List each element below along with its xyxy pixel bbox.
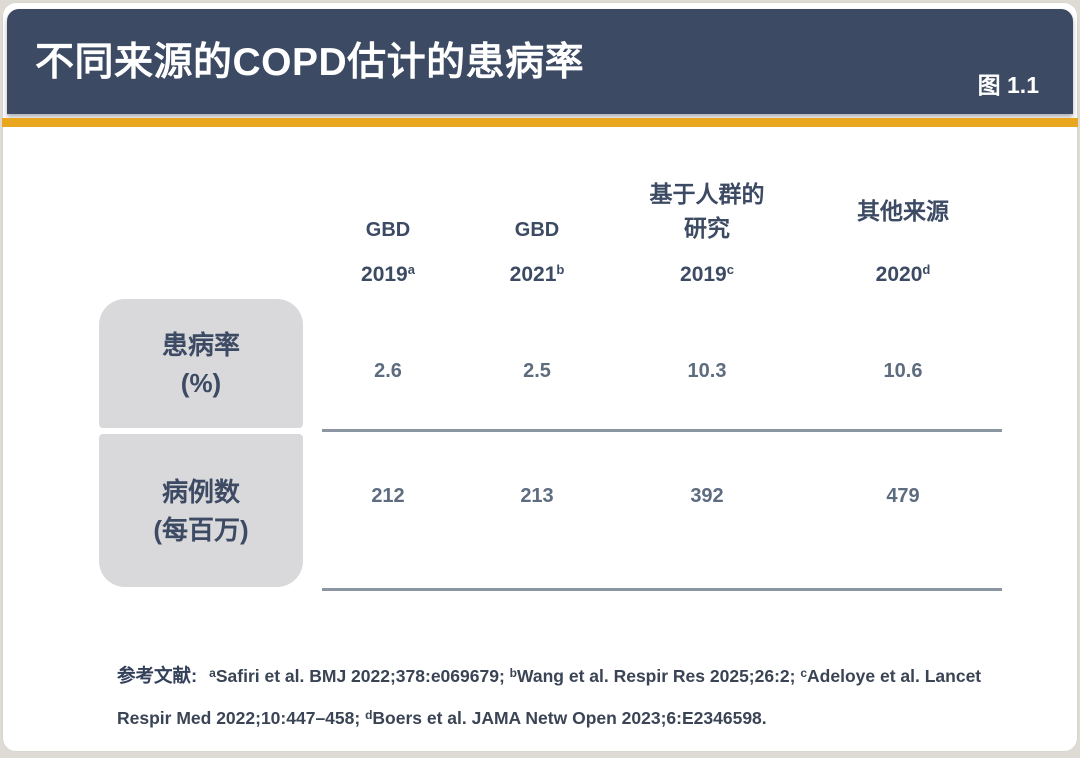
references-text: aSafiri et al. BMJ 2022;378:e069679; bWa… (117, 666, 981, 728)
column-header-label-line: GBD (514, 219, 560, 241)
column-header-footnote-marker: d (922, 262, 931, 277)
column-header-year-value: 2019 (680, 263, 727, 286)
column-header-label: GBD (515, 216, 559, 244)
column-header-footnote-marker: a (407, 262, 415, 277)
table-cell: 10.6 (883, 360, 923, 382)
column-header-year-value: 2020 (875, 263, 923, 286)
reference-citation: Adeloye et al. Lancet Respir Med 2022;10… (117, 666, 982, 728)
column-header-label: 基于人群的 研究 (650, 177, 765, 245)
column-header-label-line: 研究 (684, 215, 730, 241)
row-separator-1 (322, 429, 1002, 432)
reference-footnote-marker: c (800, 666, 808, 680)
column-header-footnote-marker: b (556, 262, 565, 277)
column-header-label: 其他来源 (857, 195, 949, 228)
figure-label: 图 1.1 (977, 72, 1039, 98)
column-header-label: GBD (366, 216, 410, 244)
column-header-year-value: 2019 (361, 263, 408, 286)
page-title: 不同来源的COPD估计的患病率 (35, 41, 585, 84)
column-header-year-value: 2021 (509, 263, 557, 286)
reference-citation: Safiri et al. BMJ 2022;378:e069679; (215, 666, 510, 686)
row-label-line: (每百万) (153, 514, 249, 545)
column-header-year: 2019a (361, 257, 415, 288)
column-header-1: GBD 2019a (308, 170, 468, 288)
column-header-3: 基于人群的研究 2019c (592, 170, 822, 288)
row-label-1: 患病率 (%) (99, 299, 303, 428)
column-header-label-line: 基于人群的 (649, 181, 765, 207)
column-header-label-line: GBD (365, 219, 411, 241)
column-header-2: GBD 2021b (457, 170, 617, 288)
accent-bar (2, 118, 1078, 127)
references-label: 参考文献: (117, 665, 198, 686)
table-cell: 213 (520, 485, 554, 507)
table-cell: 212 (371, 485, 405, 507)
row-label-line: 患病率 (161, 329, 240, 360)
table-cell: 392 (690, 485, 724, 507)
row-label-2: 病例数 (每百万) (99, 434, 303, 587)
row-label-line: 病例数 (161, 476, 240, 507)
table-cell: 10.3 (687, 360, 727, 382)
column-header-year: 2019c (680, 257, 734, 288)
reference-footnote-marker: a (209, 666, 216, 680)
column-header-footnote-marker: c (726, 262, 734, 277)
reference-footnote-marker: b (509, 666, 517, 680)
reference-citation: Wang et al. Respir Res 2025;26:2; (517, 666, 801, 686)
reference-footnote-marker: d (365, 708, 373, 722)
column-header-4: 其他来源 2020d (788, 170, 1018, 288)
column-header-year: 2021b (510, 257, 565, 288)
table-cell: 2.6 (374, 360, 402, 382)
reference-citation: Boers et al. JAMA Netw Open 2023;6:E2346… (372, 708, 767, 728)
row-label-line: (%) (180, 367, 222, 398)
table-cell: 2.5 (523, 360, 551, 382)
slide-header: 不同来源的COPD估计的患病率 图 1.1 (7, 9, 1073, 114)
column-header-label-line: 其他来源 (857, 198, 949, 224)
column-header-year: 2020d (876, 257, 931, 288)
references: 参考文献: aSafiri et al. BMJ 2022;378:e069679… (117, 654, 1007, 738)
row-separator-2 (322, 588, 1002, 591)
table-cell: 479 (886, 485, 920, 507)
